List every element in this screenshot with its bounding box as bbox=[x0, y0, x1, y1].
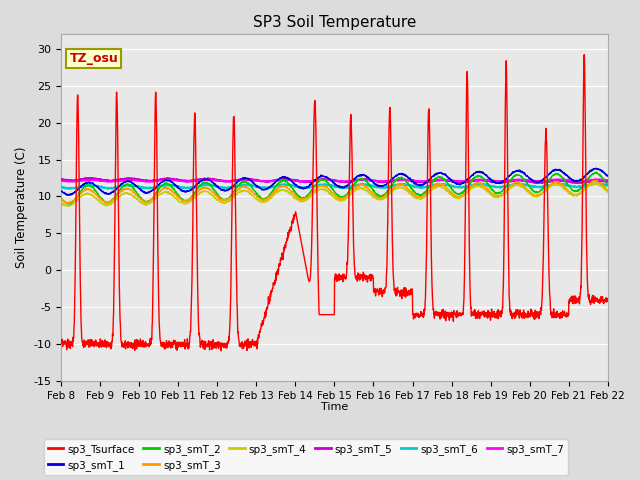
X-axis label: Time: Time bbox=[321, 402, 348, 412]
Title: SP3 Soil Temperature: SP3 Soil Temperature bbox=[253, 15, 416, 30]
Y-axis label: Soil Temperature (C): Soil Temperature (C) bbox=[15, 147, 28, 268]
Legend: sp3_Tsurface, sp3_smT_1, sp3_smT_2, sp3_smT_3, sp3_smT_4, sp3_smT_5, sp3_smT_6, : sp3_Tsurface, sp3_smT_1, sp3_smT_2, sp3_… bbox=[44, 439, 568, 475]
Text: TZ_osu: TZ_osu bbox=[70, 52, 118, 65]
